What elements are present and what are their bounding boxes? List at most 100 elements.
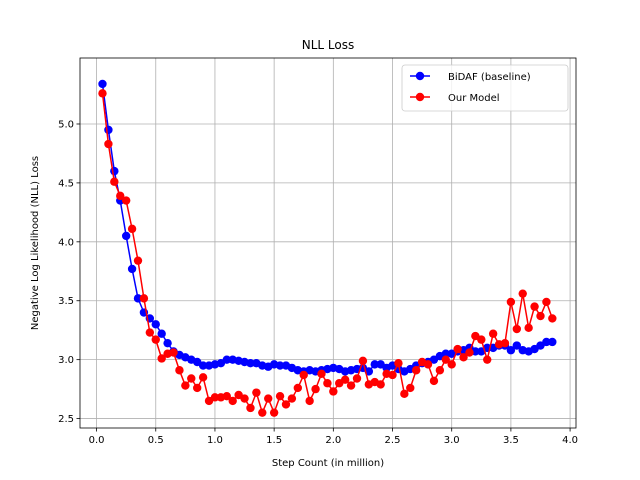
data-point-bidaf-baseline [121, 231, 131, 241]
data-point-our-model [376, 380, 385, 389]
data-point-our-model [139, 294, 149, 303]
data-point-our-model [311, 384, 320, 394]
data-point-our-model [127, 224, 137, 234]
data-point-bidaf-baseline [506, 346, 516, 355]
data-point-our-model [477, 335, 486, 344]
y-axis-label: Negative Log Likelihood (NLL) Loss [30, 156, 41, 330]
x-tick-label: 1.5 [266, 435, 282, 446]
data-point-our-model [293, 383, 303, 393]
data-point-our-model [524, 323, 533, 333]
data-point-our-model [323, 379, 332, 388]
x-tick-label: 3.5 [503, 435, 519, 446]
data-point-our-model [358, 356, 368, 366]
data-point-our-model [483, 355, 492, 364]
data-point-our-model [352, 374, 362, 383]
data-point-our-model [429, 376, 439, 386]
data-point-our-model [157, 354, 166, 363]
data-point-our-model [329, 387, 338, 396]
y-tick-label: 3.0 [58, 355, 74, 366]
data-point-our-model [388, 370, 397, 380]
data-point-our-model [518, 289, 527, 298]
data-point-our-model [121, 196, 131, 205]
data-point-bidaf-baseline [104, 125, 113, 135]
data-point-our-model [406, 383, 415, 393]
data-point-bidaf-baseline [441, 349, 450, 358]
data-point-bidaf-baseline [512, 341, 522, 350]
y-tick-label: 3.5 [58, 296, 74, 307]
data-point-our-model [192, 383, 202, 393]
data-point-our-model [542, 297, 551, 307]
x-tick-label: 2.0 [325, 435, 341, 446]
data-point-bidaf-baseline [133, 294, 143, 303]
data-point-our-model [246, 403, 255, 413]
data-point-bidaf-baseline [370, 360, 379, 369]
data-point-our-model [269, 408, 279, 417]
data-point-our-model [447, 360, 456, 369]
data-point-our-model [346, 381, 356, 390]
plot-series [98, 79, 557, 417]
chart-title: NLL Loss [302, 38, 354, 52]
legend-marker-our-model [415, 92, 425, 102]
x-tick-label: 0.5 [148, 435, 164, 446]
data-point-our-model [169, 348, 178, 357]
data-point-our-model [548, 314, 557, 323]
legend-box [401, 64, 569, 112]
data-point-bidaf-baseline [110, 166, 119, 176]
data-point-our-model [240, 394, 249, 403]
y-tick-label: 4.5 [58, 178, 74, 189]
legend: BiDAF (baseline) Our Model [401, 64, 569, 112]
data-point-our-model [465, 348, 474, 357]
data-point-bidaf-baseline [198, 361, 208, 370]
data-point-bidaf-baseline [127, 264, 137, 274]
data-point-our-model [500, 338, 510, 348]
data-point-our-model [423, 360, 433, 369]
data-point-bidaf-baseline [151, 320, 160, 329]
data-point-our-model [98, 89, 107, 98]
grid [80, 58, 576, 428]
legend-marker-bidaf [415, 71, 425, 81]
data-point-our-model [133, 256, 143, 265]
axis-ticks: 0.0 0.5 1.0 1.5 2.0 2.5 3.0 3.5 4.0 2.5 3.0 3.5 4.0 4… [58, 119, 578, 446]
x-tick-label: 1.0 [207, 435, 223, 446]
data-point-our-model [228, 396, 237, 406]
data-point-our-model [305, 396, 314, 406]
x-tick-label: 2.5 [385, 435, 401, 446]
data-point-bidaf-baseline [548, 337, 557, 347]
series-our-model [98, 89, 557, 417]
data-point-our-model [252, 388, 261, 397]
data-point-our-model [264, 394, 273, 403]
data-point-our-model [281, 400, 291, 409]
data-point-our-model [181, 381, 190, 390]
data-point-our-model [400, 389, 409, 399]
data-point-bidaf-baseline [542, 337, 551, 347]
data-point-our-model [187, 374, 196, 383]
data-point-our-model [536, 311, 545, 321]
x-tick-label: 4.0 [562, 435, 578, 446]
data-point-our-model [175, 366, 184, 375]
data-point-bidaf-baseline [157, 329, 166, 338]
data-point-our-model [340, 375, 350, 384]
data-point-our-model [488, 329, 498, 338]
data-point-our-model [506, 297, 516, 307]
data-point-bidaf-baseline [275, 361, 285, 370]
legend-label-our-model: Our Model [448, 93, 500, 104]
data-point-our-model [210, 393, 220, 402]
y-tick-label: 4.0 [58, 237, 74, 248]
x-tick-label: 0.0 [89, 435, 105, 446]
data-point-bidaf-baseline [222, 355, 231, 364]
y-tick-label: 2.5 [58, 414, 74, 425]
x-axis-label: Step Count (in million) [272, 458, 384, 469]
legend-label-bidaf: BiDAF (baseline) [448, 72, 531, 83]
data-point-our-model [317, 369, 326, 378]
data-point-our-model [145, 328, 155, 337]
y-tick-label: 5.0 [58, 119, 74, 130]
data-point-our-model [275, 391, 285, 401]
data-point-our-model [151, 335, 160, 344]
data-point-our-model [110, 177, 119, 186]
plot-frame [79, 57, 577, 429]
data-point-our-model [104, 139, 113, 149]
data-point-our-model [198, 373, 208, 382]
data-point-our-model [222, 391, 231, 401]
data-point-bidaf-baseline [98, 79, 107, 89]
